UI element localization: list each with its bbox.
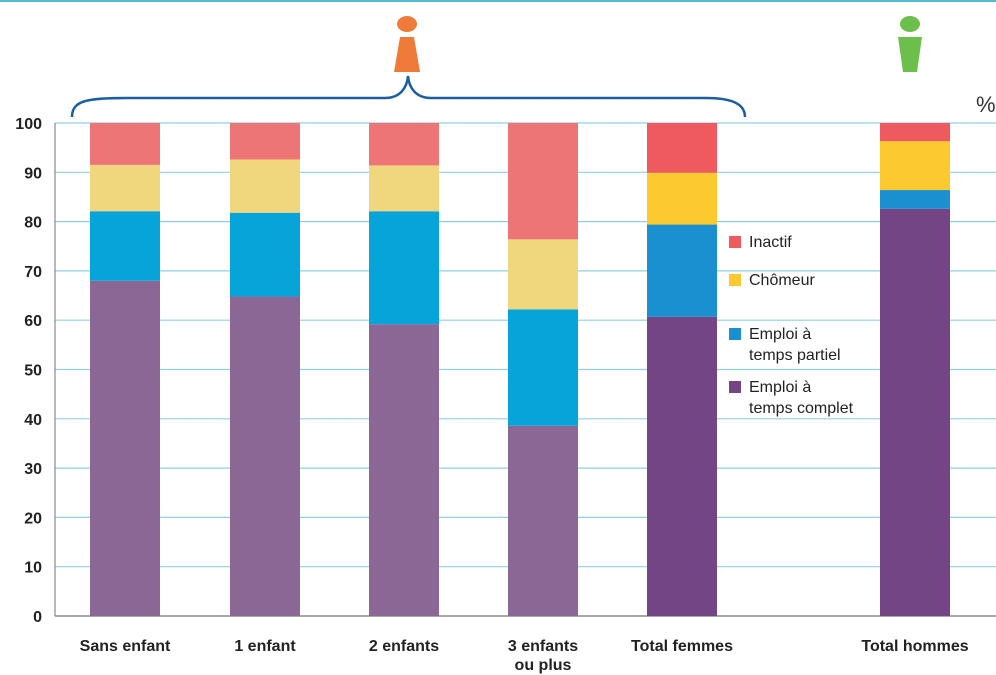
legend-label: Emploi à temps complet [749, 379, 854, 417]
bar-segment-chomeur [230, 159, 300, 213]
bar-segment-chomeur [647, 172, 717, 225]
x-tick-label: 3 enfants ou plus [507, 638, 579, 674]
bar-segment-chomeur [508, 239, 578, 310]
bar-segment-inactif [880, 123, 950, 142]
bar-segment-complet [369, 324, 439, 616]
bar-segment-chomeur [369, 165, 439, 212]
y-axis-ticks: 0 10 20 30 40 50 60 70 80 90 100 [15, 116, 42, 626]
female-person-icon [394, 16, 420, 72]
legend-swatch [729, 236, 741, 248]
top-border [0, 0, 996, 2]
legend-label: Emploi à temps partiel [749, 326, 841, 364]
legend-label: Inactif [749, 234, 792, 251]
y-tick-label: 0 [33, 609, 42, 626]
legend-item: Emploi à temps complet [729, 377, 853, 419]
bar-segment-complet [880, 208, 950, 617]
legend-item: Emploi à temps partiel [729, 324, 841, 366]
bars [90, 123, 950, 617]
y-tick-label: 100 [15, 116, 42, 133]
bar-segment-inactif [647, 123, 717, 173]
legend-swatch [729, 274, 741, 286]
y-tick-label: 80 [24, 215, 42, 232]
legend-swatch [729, 381, 741, 393]
bar-segment-chomeur [90, 164, 160, 212]
y-tick-label: 60 [24, 313, 42, 330]
x-tick-label: Total hommes [861, 638, 969, 655]
y-tick-label: 70 [24, 264, 42, 281]
bar-segment-partiel [880, 190, 950, 209]
person-head [900, 16, 920, 32]
y-tick-label: 40 [24, 412, 42, 429]
unit-label: % [976, 92, 996, 117]
male-person-icon [898, 16, 922, 72]
bar-segment-inactif [369, 123, 439, 166]
bar-segment-complet [508, 425, 578, 616]
bar-segment-inactif [230, 123, 300, 160]
bar-segment-chomeur [880, 141, 950, 191]
legend-item: Chômeur [729, 270, 815, 291]
bar-segment-partiel [647, 224, 717, 317]
y-tick-label: 50 [24, 363, 42, 380]
y-tick-label: 30 [24, 461, 42, 478]
bar-segment-inactif [508, 123, 578, 240]
person-body [898, 37, 922, 72]
legend-item: Inactif [729, 232, 792, 253]
bar-segment-partiel [90, 211, 160, 281]
bar-segment-partiel [369, 211, 439, 325]
decorations [70, 16, 922, 118]
person-head [397, 16, 417, 32]
y-tick-label: 10 [24, 560, 42, 577]
legend-label: Chômeur [749, 272, 815, 289]
bar-segment-complet [647, 316, 717, 616]
bar-segment-complet [230, 296, 300, 616]
x-tick-label: 2 enfants [368, 638, 440, 655]
bar-segment-complet [90, 280, 160, 616]
y-tick-label: 20 [24, 510, 42, 527]
x-tick-label: 1 enfant [234, 638, 296, 655]
x-tick-label: Total femmes [631, 638, 733, 655]
bar-segment-partiel [230, 212, 300, 297]
women-bracket [70, 75, 747, 118]
person-body [394, 37, 420, 72]
bar-segment-inactif [90, 123, 160, 165]
x-tick-label: Sans enfant [79, 638, 171, 655]
bar-segment-partiel [508, 309, 578, 426]
legend-swatch [729, 328, 741, 340]
y-tick-label: 90 [24, 165, 42, 182]
